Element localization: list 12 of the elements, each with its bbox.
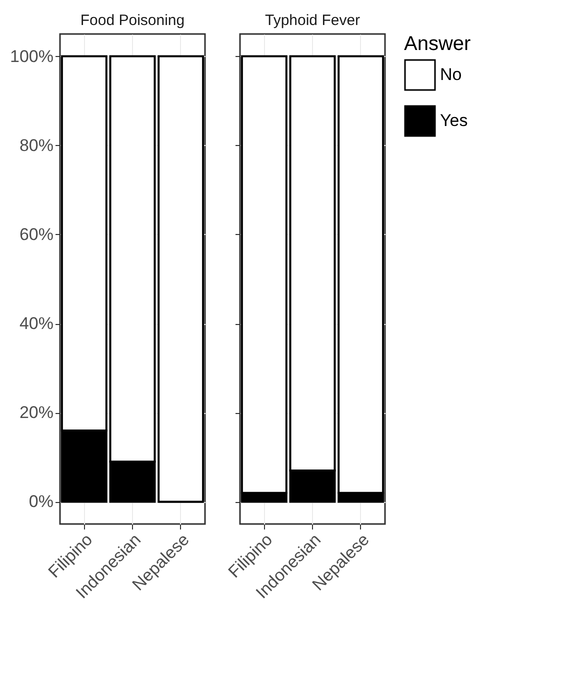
bar [158,55,204,503]
y-tick-label: 60% [19,224,54,244]
legend-title: Answer [404,33,472,55]
y-tick-label: 100% [10,46,54,66]
y-tick-label: 20% [19,403,54,422]
chart-title: Typhoid Fever [264,12,360,29]
legend-label: No [440,65,462,84]
y-tick-label: 80% [19,136,54,155]
y-tick-label: 0% [28,492,54,512]
y-tick-label: 40% [19,314,54,334]
legend-label: Yes [440,111,468,130]
chart-title: Food Poisoning [80,12,185,29]
